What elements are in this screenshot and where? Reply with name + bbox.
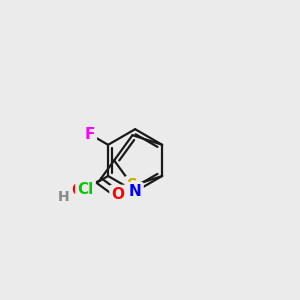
Text: S: S	[127, 178, 138, 193]
Text: H: H	[57, 190, 69, 204]
Text: Cl: Cl	[77, 182, 94, 196]
Text: F: F	[84, 127, 95, 142]
Text: O: O	[112, 187, 124, 202]
Text: N: N	[129, 184, 142, 199]
Text: O: O	[72, 183, 85, 198]
